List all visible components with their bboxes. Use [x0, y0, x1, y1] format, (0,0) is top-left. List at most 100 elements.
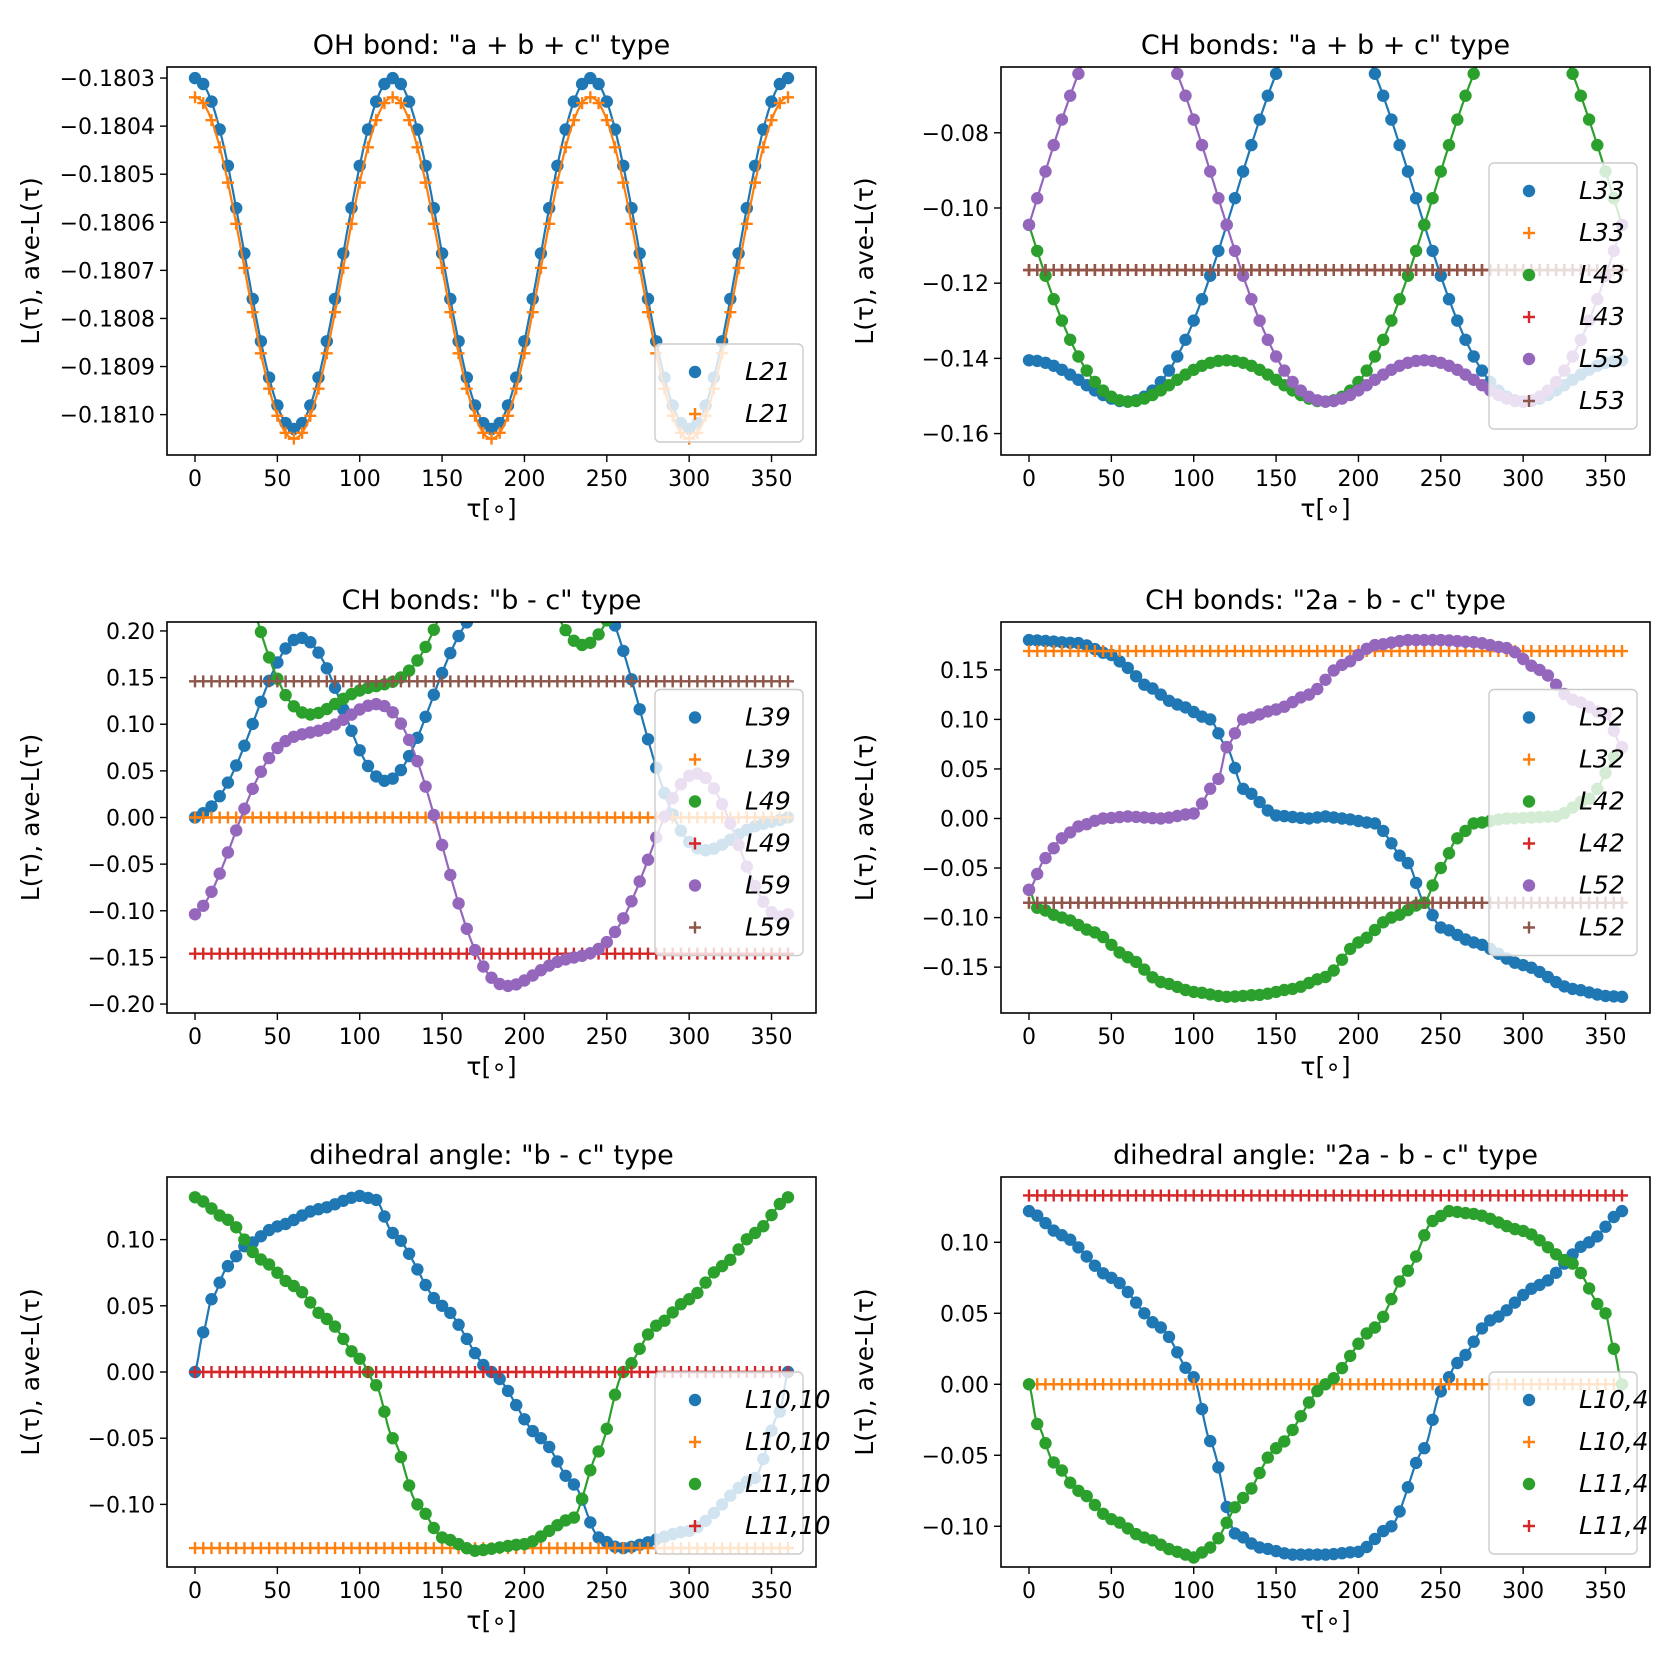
data-point — [1517, 652, 1530, 666]
y-axis-label: L(τ), ave-L(τ) — [16, 177, 45, 344]
axes-frame — [1000, 1176, 1651, 1568]
data-point — [411, 1498, 424, 1511]
data-point — [526, 306, 539, 319]
data-point — [477, 960, 490, 973]
data-point — [221, 176, 234, 189]
data-point — [386, 91, 399, 104]
data-point — [1591, 1297, 1604, 1311]
legend-entry: L33 — [1579, 218, 1625, 247]
data-point — [699, 455, 711, 467]
legend-entry: L21 — [745, 399, 791, 428]
x-tick-label: 150 — [1255, 1025, 1297, 1050]
data-point — [1541, 1274, 1555, 1287]
x-tick-label: 300 — [1502, 1579, 1544, 1604]
data-point — [460, 622, 473, 629]
data-point — [1591, 138, 1604, 152]
x-tick-label: 0 — [188, 1025, 202, 1050]
data-point — [1286, 375, 1299, 389]
legend-box — [654, 1371, 804, 1555]
data-point — [1442, 847, 1456, 860]
legend-marker — [689, 753, 701, 766]
data-point — [1401, 1481, 1415, 1494]
data-point — [1187, 314, 1200, 327]
legend-entry: L39 — [745, 703, 791, 732]
data-point — [773, 97, 786, 110]
data-point — [205, 800, 218, 813]
data-point — [402, 95, 416, 108]
data-point — [1377, 824, 1390, 838]
data-point — [221, 776, 235, 789]
data-point — [1368, 817, 1382, 830]
x-tick-label: 200 — [503, 1025, 545, 1050]
data-point — [1080, 364, 1093, 377]
data-point — [1385, 1292, 1398, 1306]
data-point — [246, 782, 259, 795]
data-point — [1409, 244, 1423, 258]
legend-marker — [688, 365, 702, 379]
y-tick-label: −0.1807 — [60, 259, 155, 284]
data-point — [1533, 1234, 1546, 1247]
data-point — [1064, 1233, 1077, 1246]
data-point — [1064, 89, 1077, 102]
data-point — [748, 1226, 762, 1240]
data-point — [1574, 89, 1588, 102]
data-point — [1295, 18, 1307, 30]
data-point — [238, 261, 251, 274]
data-point — [205, 95, 218, 108]
data-point — [658, 1314, 671, 1327]
data-point — [1442, 138, 1456, 152]
data-point — [394, 97, 407, 110]
data-point — [419, 710, 432, 723]
legend-entry: L43 — [1579, 302, 1625, 331]
data-point — [1113, 3, 1125, 15]
y-tick-label: 0.05 — [940, 1302, 989, 1327]
series-l10-4-0 — [1022, 1204, 1629, 1561]
data-point — [559, 564, 571, 576]
data-point — [1368, 350, 1382, 363]
series-l11-4-3 — [1023, 1189, 1628, 1202]
data-point — [1220, 740, 1233, 754]
data-point — [1055, 1464, 1069, 1477]
legend-marker — [1523, 1520, 1535, 1532]
data-point — [1533, 9, 1545, 21]
x-tick-label: 300 — [668, 467, 710, 492]
legend-entry: L53 — [1579, 344, 1625, 373]
data-point — [781, 71, 795, 85]
data-point — [1475, 1322, 1489, 1335]
x-tick-label: 0 — [1022, 1579, 1036, 1604]
data-point — [1607, 1342, 1621, 1356]
data-point — [1558, 48, 1570, 60]
y-tick-label: −0.1803 — [60, 67, 155, 92]
data-point — [1294, 1410, 1308, 1423]
data-point — [262, 751, 276, 765]
data-point — [1245, 1482, 1258, 1495]
data-point — [1171, 1346, 1184, 1359]
legend-entry: L42 — [1579, 829, 1625, 858]
data-point — [337, 1332, 350, 1346]
plot-area — [1022, 633, 1629, 1003]
data-point — [1121, 1285, 1135, 1299]
data-point — [1179, 333, 1192, 346]
data-point — [724, 1253, 737, 1267]
data-point — [402, 1479, 416, 1492]
data-point — [1566, 1257, 1579, 1270]
data-point — [757, 141, 770, 154]
data-point — [1616, 1189, 1628, 1202]
y-tick-label: 0.05 — [106, 1295, 155, 1320]
data-point — [1089, 32, 1101, 44]
legend-marker — [1522, 711, 1536, 724]
data-point — [1129, 1296, 1143, 1309]
data-point — [1393, 293, 1406, 306]
data-point — [279, 688, 292, 702]
data-point — [559, 141, 572, 154]
data-point — [419, 1278, 432, 1292]
data-point — [1311, 682, 1324, 696]
chart-panel-3: CH bonds: "b - c" type 0 50 100 150 200 250 300… — [16, 455, 817, 1081]
data-point — [1409, 192, 1423, 205]
data-point — [608, 925, 622, 939]
data-point — [1566, 67, 1579, 81]
data-point — [1072, 1241, 1085, 1254]
data-point — [1393, 1505, 1406, 1518]
data-point — [1335, 953, 1349, 966]
data-point — [625, 553, 637, 565]
